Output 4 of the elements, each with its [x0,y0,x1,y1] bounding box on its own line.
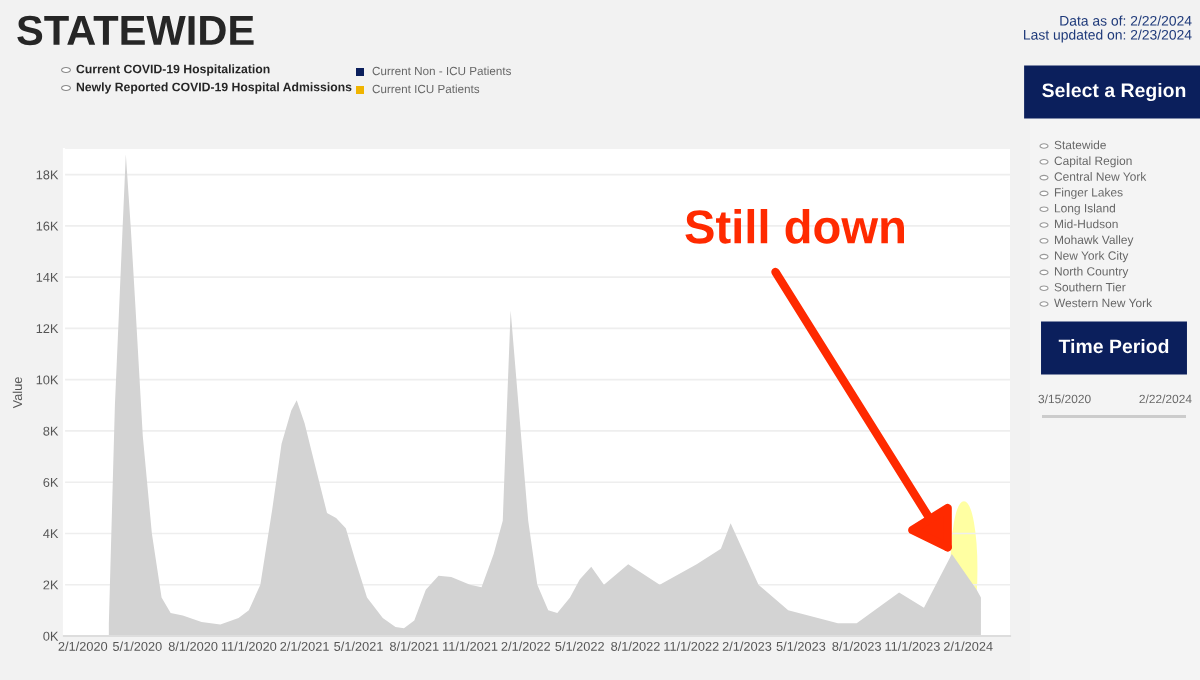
chart-title: STATEWIDE [17,15,254,46]
text: Select a Region [1042,82,1186,102]
text: Time Period [1058,338,1169,354]
annotation: Still down [685,209,904,244]
